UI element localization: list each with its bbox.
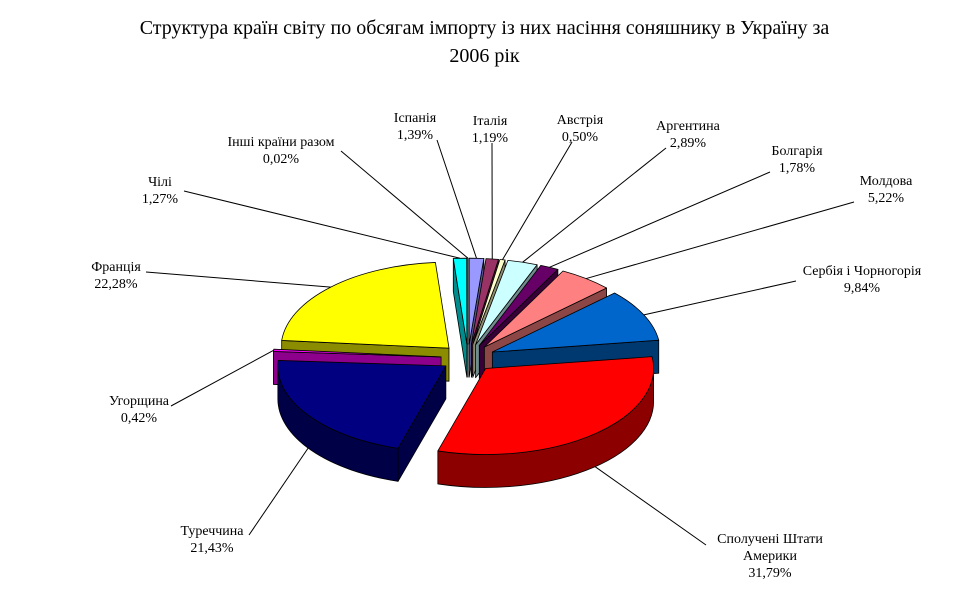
slice-name-label-2: Австрія — [557, 113, 604, 128]
slice-name-label-12: Інші країни разом — [228, 135, 335, 150]
leader-line-5 — [586, 201, 855, 280]
slice-value-label-5: 5,22% — [868, 191, 905, 206]
pie-slice-10 — [281, 262, 450, 349]
slice-name-label-7: Сполучені Штати — [717, 532, 823, 547]
chart-title: Структура країн світу по обсягам імпорту… — [0, 14, 969, 70]
slice-name-label-8: Туреччина — [181, 524, 245, 539]
slice-name-label-4: Болгарія — [771, 144, 823, 159]
slice-value-label-7: 31,79% — [748, 566, 792, 581]
slice-value-label-1: 1,19% — [472, 131, 509, 146]
slice-name-label-6: Сербія і Чорногорія — [803, 264, 922, 279]
pie-slice-5 — [483, 270, 607, 348]
slice-value-label-0: 1,39% — [397, 128, 434, 143]
leader-line-0 — [436, 139, 477, 259]
leader-line-4 — [549, 171, 771, 268]
leader-line-12 — [340, 150, 469, 259]
slice-name-label-3: Аргентина — [656, 119, 720, 134]
pie-slice-3 — [475, 259, 538, 346]
slice-value-label-12: 0,02% — [263, 152, 300, 167]
slice-name-label-9: Угорщина — [109, 394, 170, 409]
pie-slice-0 — [468, 257, 485, 345]
slice-name-label-7: Америки — [743, 549, 797, 564]
slice-name-label-11: Чілі — [148, 175, 172, 190]
pie-slice-1 — [470, 258, 499, 345]
slice-name-label-5: Молдова — [860, 174, 913, 189]
leader-line-8 — [248, 447, 309, 536]
slice-value-label-9: 0,42% — [121, 411, 158, 426]
slice-value-label-4: 1,78% — [779, 161, 816, 176]
pie-slice-4 — [478, 265, 559, 346]
slice-name-label-10: Франція — [91, 260, 141, 275]
leader-line-7 — [594, 466, 707, 546]
leader-line-11 — [183, 190, 461, 259]
slice-name-label-0: Іспанія — [394, 111, 437, 126]
slice-value-label-8: 21,43% — [190, 541, 234, 556]
slice-value-label-3: 2,89% — [670, 136, 707, 151]
leader-line-10 — [145, 271, 331, 288]
slice-name-label-1: Італія — [473, 114, 508, 129]
slice-value-label-11: 1,27% — [142, 192, 179, 207]
leader-line-6 — [643, 280, 797, 316]
slice-value-label-10: 22,28% — [94, 277, 138, 292]
leader-line-9 — [170, 349, 274, 407]
leader-line-2 — [502, 141, 573, 261]
slice-value-label-2: 0,50% — [562, 130, 599, 145]
pie-slice-8 — [277, 360, 447, 449]
chart-title-line1: Структура країн світу по обсягам імпорту… — [139, 17, 830, 39]
pie-slice-7 — [437, 356, 654, 455]
leader-line-3 — [522, 147, 667, 263]
slice-value-label-6: 9,84% — [844, 281, 881, 296]
chart-title-line2: 2006 рік — [449, 45, 520, 67]
